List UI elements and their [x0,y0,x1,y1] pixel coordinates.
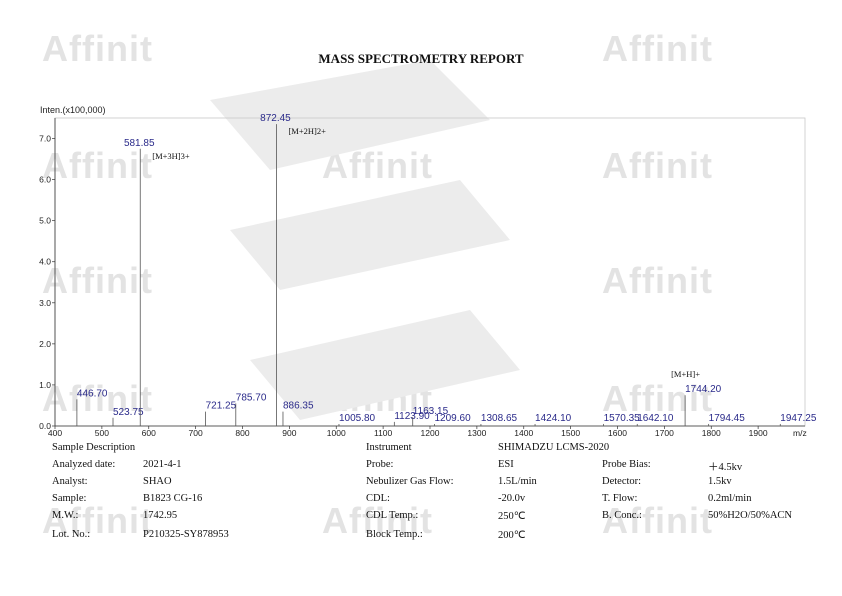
y-tick-label: 5.0 [39,216,51,226]
watermark-logo: Affinit [42,260,153,301]
info-value: 2021-4-1 [143,459,182,470]
info-label: Lot. No.: [52,529,91,540]
instrument-param-value: 0.2ml/min [708,493,752,504]
instrument-param-label: T. Flow: [602,493,638,504]
instrument-param-value: 200℃ [498,530,526,541]
info-label: Analyst: [52,476,88,487]
peak-label: 721.25 [206,401,237,412]
watermark-logo: Affinit [42,145,153,186]
instrument-label: Instrument [366,442,412,453]
x-tick-label: 600 [142,428,156,438]
watermark-logo: Affinit [42,378,153,419]
y-tick-label: 2.0 [39,339,51,349]
x-tick-label: 1400 [514,428,533,438]
peak-label: 581.85 [124,138,155,149]
instrument-param-label: CDL: [366,493,390,504]
x-tick-label: 1800 [702,428,721,438]
peak-label: 1794.45 [709,413,746,424]
x-tick-label: 1700 [655,428,674,438]
peak-label: 1005.80 [339,413,376,424]
y-tick-label: 4.0 [39,257,51,267]
watermark-logo: Affinit [602,28,713,69]
instrument-param-value: 1.5L/min [498,476,537,487]
watermark-logo: Affinit [602,145,713,186]
x-tick-label: 1100 [374,428,393,438]
watermark-logo: Affinit [602,378,713,419]
peak-label: 446.70 [77,388,108,399]
instrument-param-value: ＋4.5kv [708,462,743,473]
y-tick-label: 3.0 [39,298,51,308]
watermark-logo: Affinit [42,28,153,69]
info-value: B1823 CG-16 [143,493,203,504]
peak-label: 523.75 [113,407,144,418]
mass-spectrum-chart: 0.0 1.0 2.0 3.0 4.0 5.0 6.0 7.0 400 500 600 700 800… [39,113,817,438]
x-tick-label: 400 [48,428,62,438]
x-tick-label: 700 [189,428,203,438]
peak-label: 1163.15 [413,406,449,417]
peak-label: 1642.10 [637,413,674,424]
info-value: 1742.95 [143,510,178,521]
peak-label: 1308.65 [481,413,518,424]
x-tick-label: 1000 [327,428,346,438]
x-tick-label: 1900 [749,428,768,438]
peak-label: 1947.25 [780,413,817,424]
watermark-logo: Affinit [322,500,433,541]
instrument-param-value: -20.0v [498,493,526,504]
x-tick-label: 1500 [561,428,580,438]
instrument-param-label: Detector: [602,476,642,487]
info-label: M.W.: [52,510,79,521]
instrument-param-label: B. Conc.: [602,510,642,521]
y-axis-label: Inten.(x100,000) [40,105,106,115]
x-tick-label: 900 [282,428,296,438]
peak-annotation: [M+2H]2+ [288,126,326,136]
sample-description-heading: Sample Description [52,442,136,453]
x-tick-label: 800 [235,428,249,438]
info-label: Sample: [52,493,87,504]
peak-label: 1424.10 [535,413,572,424]
peak-annotation: [M+H]+ [671,369,700,379]
peak-label: 1744.20 [685,384,722,395]
instrument-param-value: 1.5kv [708,476,732,487]
instrument-value: SHIMADZU LCMS-2020 [498,442,610,453]
info-label: Analyzed date: [52,459,116,470]
peak-label: 785.70 [236,392,267,403]
watermark-logo: Affinit [42,500,153,541]
peak-label: 1123.90 [394,411,430,422]
peak-annotation: [M+3H]3+ [152,151,190,161]
info-value: SHAO [143,476,172,487]
y-tick-label: 7.0 [39,134,51,144]
y-tick-label: 0.0 [39,421,51,431]
watermark-logo: Affinit [602,500,713,541]
instrument-param-label: Nebulizer Gas Flow: [366,476,454,487]
instrument-param-label: Probe Bias: [602,459,651,470]
peak-label: 1209.60 [435,413,472,424]
plot-frame [54,117,806,427]
info-value: P210325-SY878953 [143,529,229,540]
instrument-param-value: 50%H2O/50%ACN [708,510,792,521]
instrument-param-label: CDL Temp.: [366,510,419,521]
report-title: MASS SPECTROMETRY REPORT [318,51,524,66]
x-tick-label: 1600 [608,428,627,438]
y-tick-label: 1.0 [39,380,51,390]
x-tick-label: 1200 [421,428,440,438]
x-tick-label: 500 [95,428,109,438]
instrument-param-label: Probe: [366,459,394,470]
y-tick-label: 6.0 [39,175,51,185]
watermark-logo: Affinit [602,260,713,301]
instrument-param-label: Block Temp.: [366,529,423,540]
peak-label: 872.45 [260,113,291,124]
x-axis-label: m/z [793,428,807,438]
instrument-param-value: ESI [498,459,514,470]
x-tick-label: 1300 [467,428,486,438]
peak-label: 886.35 [283,401,314,412]
instrument-param-value: 250℃ [498,511,526,522]
watermark-graphic [210,60,520,420]
peak-label: 1570.35 [604,413,641,424]
